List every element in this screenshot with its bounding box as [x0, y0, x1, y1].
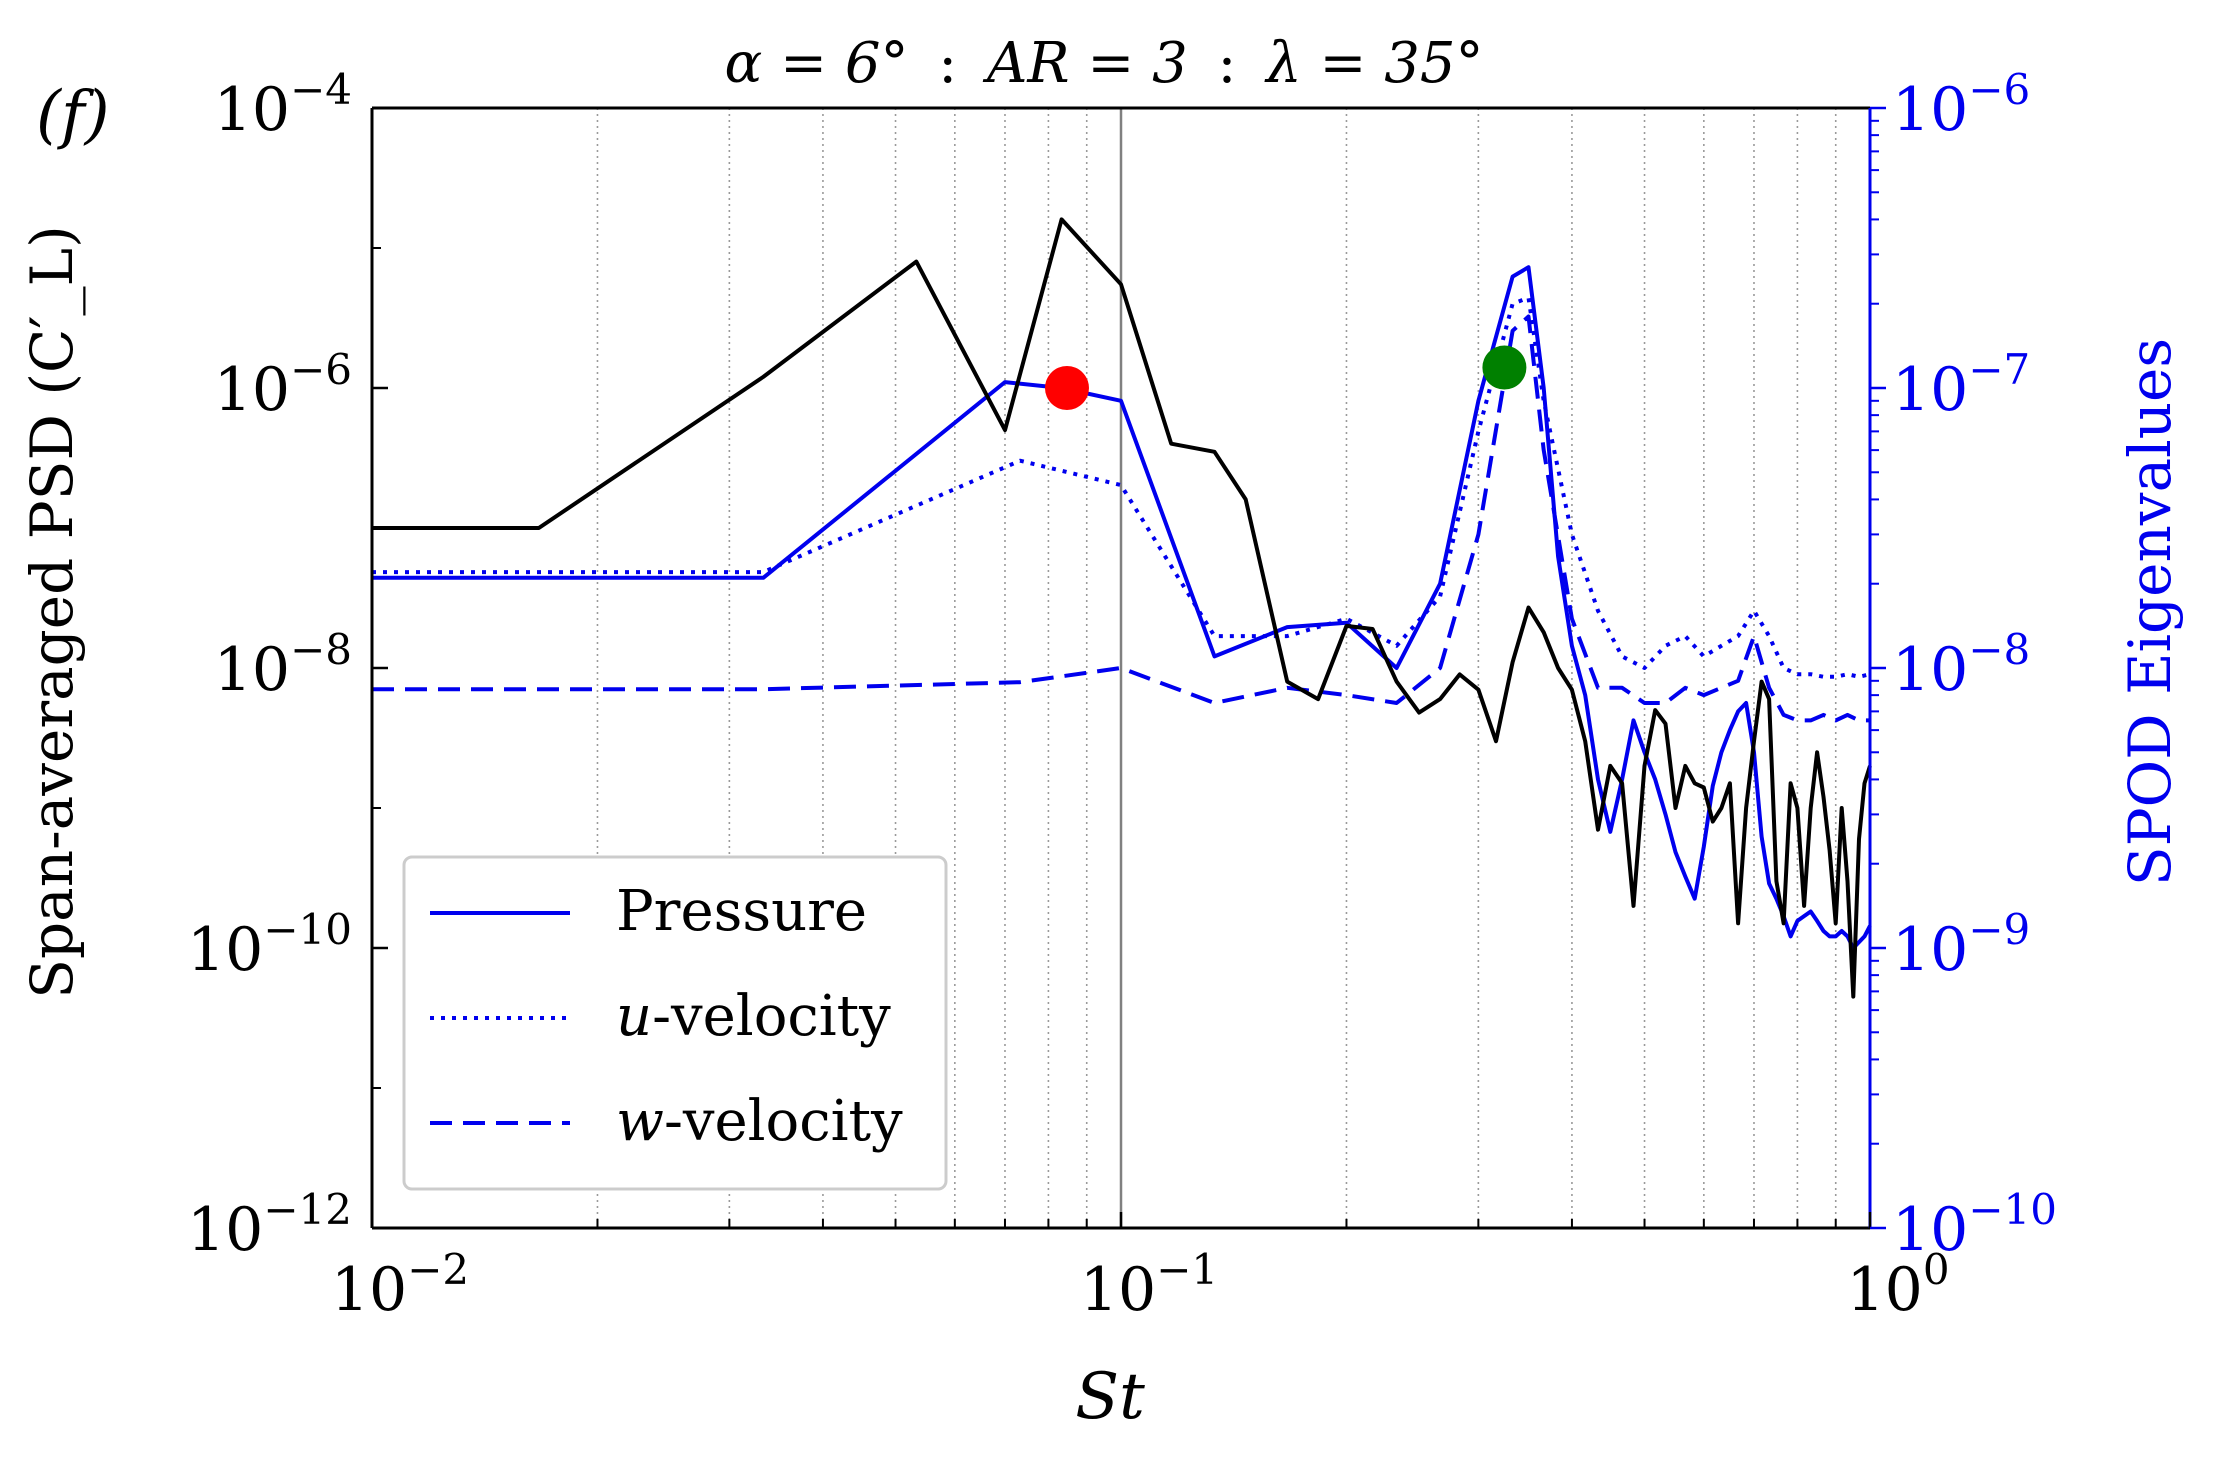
left-y-tick-label: 10−8 [214, 625, 352, 705]
u-velocity-line [372, 295, 1871, 679]
chart-title: α = 6° : AR = 3 : λ = 35° [724, 31, 1483, 96]
ticks-layer [370, 106, 1886, 1230]
x-tick-label: 100 [1846, 1245, 1949, 1325]
right-y-tick-label: 10−8 [1892, 625, 2030, 705]
series-layer [372, 217, 1872, 999]
marker-layer [1044, 345, 1527, 410]
left-y-axis-label: Span-averaged PSD (C′_L) [18, 225, 86, 998]
right-y-axis-label: SPOD Eigenvalues [2116, 338, 2184, 886]
left-y-tick-label: 10−10 [187, 905, 352, 985]
tick-labels-layer: 10−2 10−1 100 10−4 10−6 10−8 10−10 10−12 10−6 10−… [187, 65, 2057, 1325]
left-y-tick-label: 10−6 [214, 345, 352, 425]
legend-label-pressure: Pressure [616, 879, 867, 944]
panel-label: (f) [36, 78, 110, 152]
x-tick-label: 10−1 [1080, 1245, 1218, 1325]
right-y-tick-label: 10−7 [1892, 345, 2030, 425]
left-y-tick-label: 10−12 [187, 1185, 352, 1265]
grid-layer [596, 108, 1837, 1228]
legend-label-w-velocity: w-velocity [616, 1089, 903, 1154]
right-y-tick-label: 10−6 [1892, 65, 2030, 145]
red-marker [1044, 366, 1089, 410]
pressure-line [372, 265, 1872, 950]
x-tick-label: 10−2 [331, 1245, 469, 1325]
right-y-tick-label: 10−10 [1892, 1185, 2057, 1265]
green-marker [1482, 345, 1527, 390]
left-y-tick-label: 10−4 [214, 65, 352, 145]
legend-box [402, 855, 948, 1191]
right-y-tick-label: 10−9 [1892, 905, 2030, 985]
legend-label-u-velocity: u-velocity [616, 984, 891, 1049]
x-axis-label: St [1075, 1360, 1145, 1434]
span-averaged-psd-line [372, 217, 1872, 999]
legend: Pressure u-velocity w-velocity [402, 855, 948, 1191]
